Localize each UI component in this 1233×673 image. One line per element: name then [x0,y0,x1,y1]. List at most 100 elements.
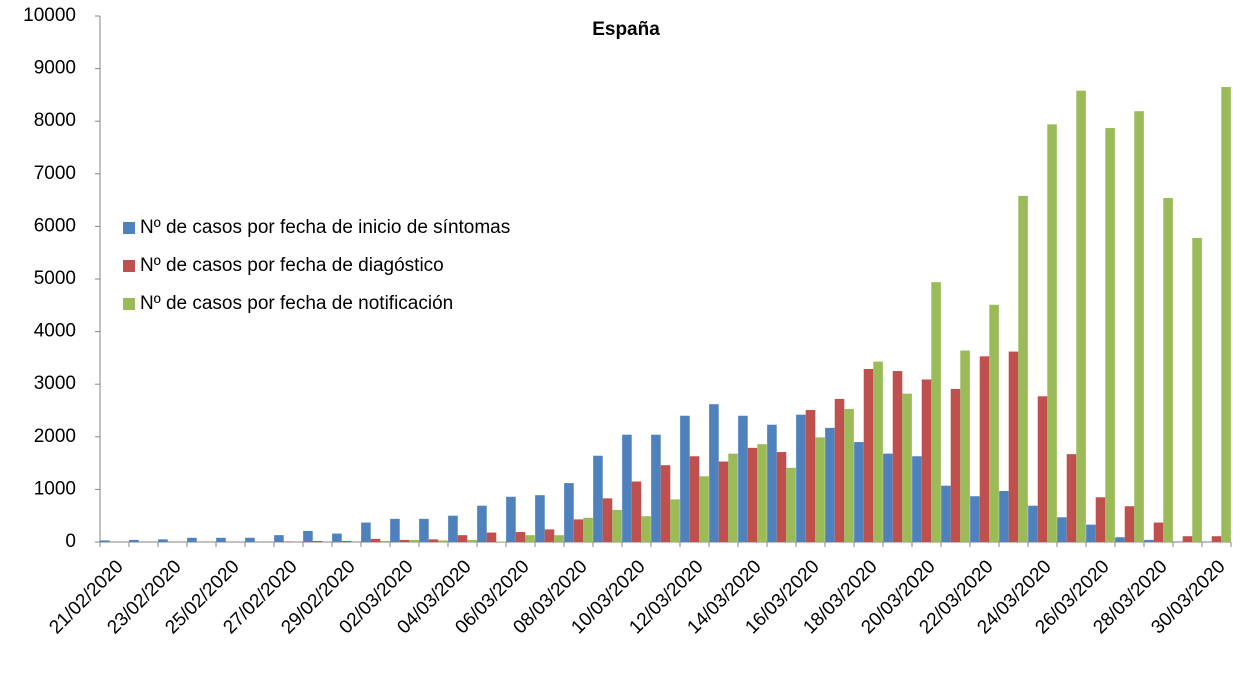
bar [583,517,593,542]
bar [660,465,671,542]
y-tick-label: 3000 [34,373,76,394]
bar [1192,237,1202,543]
bar [1028,505,1038,542]
y-tick-label: 6000 [34,215,76,236]
bar [979,356,990,542]
bar [341,540,352,542]
legend-swatch [123,298,135,310]
bar [1105,128,1115,542]
bar [776,452,787,542]
bar [1144,539,1154,542]
bar [332,533,342,542]
bar [1037,396,1048,542]
bar [921,379,932,542]
bar [1086,524,1096,542]
bar [1211,536,1222,542]
bar [554,535,564,542]
bar [941,485,951,542]
bar [844,408,854,542]
bar [960,350,970,542]
bar [767,424,777,542]
bar [448,515,458,542]
bar [989,304,999,542]
bar [438,540,448,542]
bar [419,518,429,542]
bar [1057,517,1067,542]
bar [1047,124,1057,542]
bar [863,368,874,542]
bar [1008,351,1019,542]
bar [854,442,864,542]
bar [100,540,110,542]
bar [612,509,622,542]
y-tick-label: 0 [65,531,76,552]
bar [245,537,255,542]
y-tick-label: 8000 [34,110,76,131]
bar [912,456,922,542]
bar [815,437,825,542]
bar [390,518,400,542]
bar [873,361,883,542]
y-tick-label: 10000 [23,5,76,26]
bar [477,505,487,542]
y-tick-label: 4000 [34,321,76,342]
y-tick-label: 9000 [34,58,76,79]
bar [738,415,748,542]
bar [902,393,912,542]
bar [680,415,690,542]
bar [970,496,980,542]
bar [409,539,419,542]
bar [506,496,516,542]
bar [1173,541,1183,542]
bar [187,537,197,542]
bar [1115,537,1125,542]
y-tick-label: 7000 [34,163,76,184]
bar [709,404,719,542]
bar [622,434,632,542]
bar [786,467,796,542]
bar [1153,522,1164,542]
bar [399,539,410,542]
bar [602,498,613,542]
legend-swatch [123,260,135,272]
bar [796,414,806,542]
bar [515,532,526,542]
bar [1134,111,1144,543]
bar [496,541,506,542]
bar [1076,90,1086,542]
bar [216,537,226,542]
bar [1018,195,1028,542]
bar [274,535,284,542]
bar [641,516,651,542]
bar [129,539,139,542]
bar [303,530,313,542]
bar [825,427,835,542]
bar [670,499,680,542]
bar [950,388,961,542]
legend-swatch [123,222,135,234]
bar [312,540,323,542]
bar [380,540,390,542]
bar [457,535,468,542]
bar [631,481,642,542]
bar [1163,197,1173,542]
bar [651,434,661,542]
bar [544,529,555,542]
bar [573,519,584,542]
bar [361,522,371,542]
bar [718,461,729,542]
bar [428,539,439,542]
bar [283,541,294,542]
bar [1095,497,1106,542]
bar [535,495,545,542]
legend-label: Nº de casos por fecha de notificación [140,293,453,314]
bar [892,371,903,542]
legend-label: Nº de casos por fecha de diagóstico [140,255,444,276]
bar [834,398,845,542]
bar [805,409,816,542]
bar [883,453,893,542]
bar [486,532,497,542]
chart-title: España [592,19,660,40]
bar [757,444,767,542]
